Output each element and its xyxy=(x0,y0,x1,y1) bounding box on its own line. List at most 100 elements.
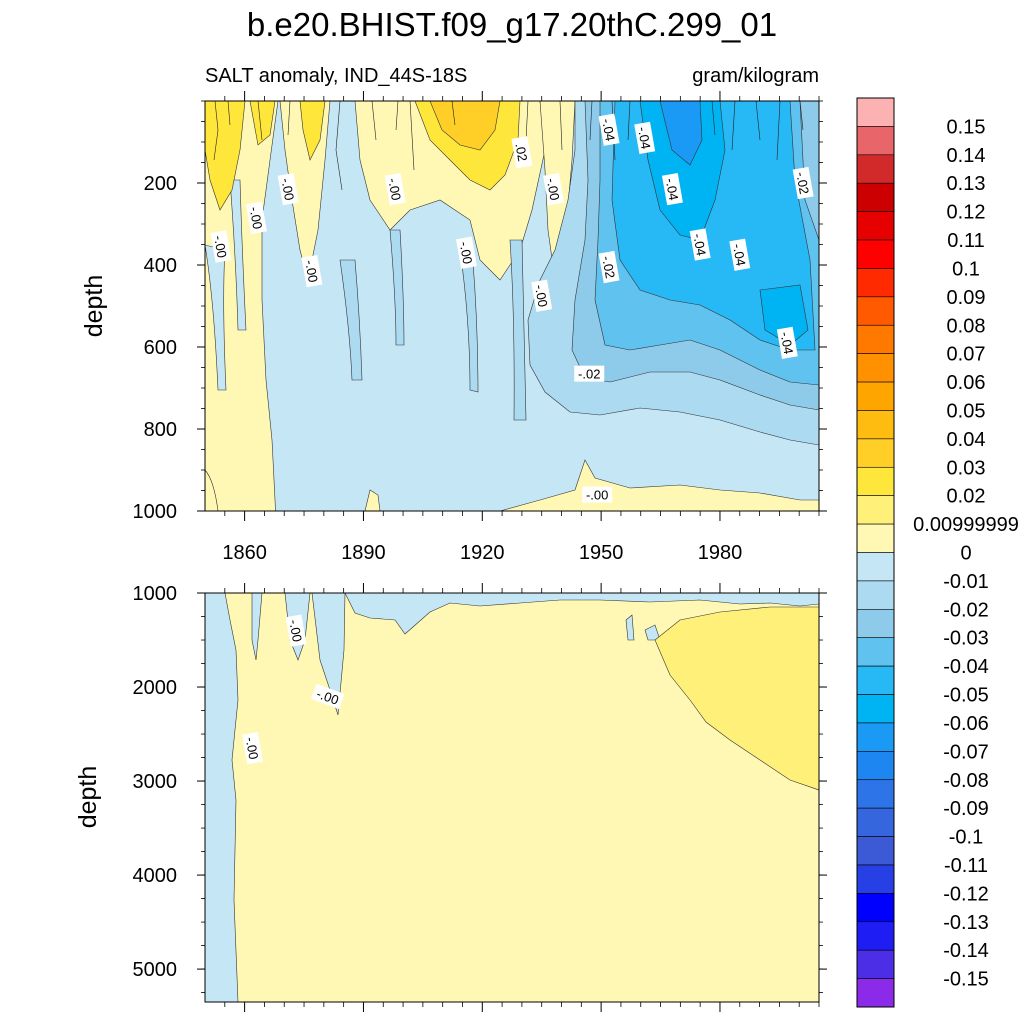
colorbar-label: 0.05 xyxy=(947,400,986,422)
colorbar-box xyxy=(856,324,895,354)
contour-label: -.00 xyxy=(384,172,406,206)
colorbar-label: -0.11 xyxy=(944,855,988,877)
bottom-blue-finger-3 xyxy=(311,593,346,716)
top-panel: -.04 -.04.02-.04 -.02-.00 -.00 -.00-.00-.00-… xyxy=(80,91,827,564)
colorbar-box xyxy=(856,665,895,695)
top-gold-patch-1 xyxy=(205,101,246,211)
top-gold-patch-3 xyxy=(429,101,501,151)
contour-label-text: -.02 xyxy=(578,367,600,382)
colorbar-label: 0.15 xyxy=(947,116,986,138)
top-blue-lobe-1 xyxy=(339,259,363,381)
contour-label-bg xyxy=(543,172,565,206)
contour-label-text: -.00 xyxy=(315,686,341,708)
contour-label-bg xyxy=(511,136,533,169)
contour-label: -.04 xyxy=(634,121,656,155)
contour-label-text: -.00 xyxy=(243,736,262,761)
contour-label-text: .02 xyxy=(512,142,530,162)
contour-label-text: -.00 xyxy=(544,177,563,202)
top-y-axis: 200 400 600 800 1000 xyxy=(133,100,827,523)
bottom-x-axis xyxy=(224,583,820,1012)
y-tick-label: 200 xyxy=(144,173,177,195)
contour-label: -.00 xyxy=(246,201,267,235)
colorbar-box xyxy=(856,268,895,298)
contour-label-bg xyxy=(792,166,814,200)
bottom-blue-small-blob xyxy=(625,614,635,641)
top-blue-lobe-3 xyxy=(509,239,527,421)
colorbar-box xyxy=(856,381,895,411)
contour-label-text: -.00 xyxy=(532,284,551,309)
x-tick-label: 1920 xyxy=(460,542,505,564)
contour-label-text: -.04 xyxy=(599,117,618,142)
colorbar-box xyxy=(856,182,895,212)
bottom-gold-region xyxy=(654,606,819,791)
x-tick-label: 1860 xyxy=(222,542,267,564)
contour-label-bg xyxy=(277,172,299,206)
colorbar-label: -0.04 xyxy=(943,656,989,678)
contour-label: -.02 xyxy=(792,166,814,200)
colorbar-box xyxy=(856,211,895,241)
colorbar-label: -0.09 xyxy=(943,798,989,820)
contour-label-bg xyxy=(634,121,656,155)
colorbar-box xyxy=(856,410,895,440)
y-tick-label: 1000 xyxy=(133,501,178,523)
contour-label-text: -.04 xyxy=(635,126,654,151)
colorbar-label: -0.15 xyxy=(943,969,989,991)
contour-label: -.02 xyxy=(574,365,605,382)
bottom-panel: -.00 -.00 -.00 1000 2000 3000 4000 5000 depth xyxy=(74,583,827,1012)
contour-label-bg xyxy=(246,201,267,235)
contour-label-text: -.04 xyxy=(690,232,709,257)
colorbar-box xyxy=(856,637,895,667)
contour-label: -.00 xyxy=(285,614,307,647)
contour-label-bg xyxy=(531,279,553,312)
bottom-y-axis: 1000 2000 3000 4000 5000 xyxy=(133,583,827,993)
left-string: SALT anomaly, IND_44S-18S xyxy=(205,65,467,87)
contour-label-bg xyxy=(729,238,751,271)
colorbar-box xyxy=(856,949,895,979)
contour-label: -.04 xyxy=(776,326,798,360)
top-gold-patch-4 xyxy=(299,101,326,161)
contour-label: -.04 xyxy=(661,172,683,206)
contour-label: -.02 xyxy=(598,250,620,284)
y-tick-label: 5000 xyxy=(133,959,178,981)
contour-label-text: -.00 xyxy=(278,177,297,202)
top-yellow-bottom-left xyxy=(205,469,219,511)
colorbar-box xyxy=(856,694,895,724)
colorbar-label: -0.05 xyxy=(943,685,989,707)
top-contour-labels: -.04 -.04.02-.04 -.02-.00 -.00 -.00-.00-.00-… xyxy=(210,113,814,503)
top-blue-lobe-2 xyxy=(459,249,479,393)
bottom-blue-finger-1 xyxy=(251,593,263,661)
colorbar-box xyxy=(856,97,895,127)
bottom-y-axis-label: depth xyxy=(74,766,102,829)
top-surface-streaks xyxy=(213,101,804,191)
colorbar-box xyxy=(856,296,895,326)
colorbar-box xyxy=(856,466,895,496)
contour-label-text: -.02 xyxy=(599,255,618,280)
colorbar-box xyxy=(856,552,895,582)
contour-label: -.00 xyxy=(301,254,323,288)
colorbar-label: 0.02 xyxy=(947,486,986,508)
contour-label: -.00 xyxy=(310,683,345,710)
colorbar-label: 0.12 xyxy=(947,202,986,224)
contour-label-bg xyxy=(598,250,620,284)
colorbar-box xyxy=(856,893,895,923)
contour-label-text: -.04 xyxy=(730,243,749,268)
contour-label-bg xyxy=(776,326,798,360)
colorbar-label: 0.04 xyxy=(947,429,986,451)
colorbar-label: 0.08 xyxy=(947,315,986,337)
bottom-blue-left-strip xyxy=(205,593,239,1002)
contour-label-text: -.00 xyxy=(247,206,266,231)
colorbar-label: -0.12 xyxy=(943,883,989,905)
colorbar-label: 0.00999999 xyxy=(913,514,1019,536)
colorbar-label: -0.08 xyxy=(943,770,989,792)
top-panel-fill xyxy=(205,101,819,511)
y-tick-label: 600 xyxy=(144,337,177,359)
contour-label: -.00 xyxy=(543,172,565,206)
contour-label-bg xyxy=(455,236,477,269)
chart-title: b.e20.BHIST.f09_g17.20thC.299_01 xyxy=(247,6,777,43)
colorbar-label: 0.13 xyxy=(947,173,986,195)
colorbar-label: 0.1 xyxy=(952,258,980,280)
y-tick-label: 1000 xyxy=(133,583,178,605)
colorbar-label: 0.14 xyxy=(947,145,986,167)
bottom-contour-labels: -.00 -.00 -.00 xyxy=(242,614,345,765)
top-x-axis: 1860 1890 1920 1950 1980 xyxy=(222,91,820,564)
